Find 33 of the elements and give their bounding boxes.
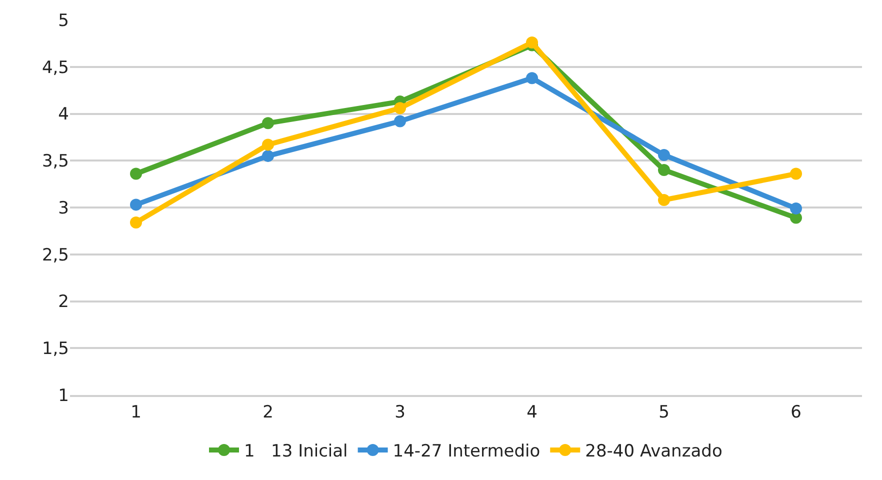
y-tick-label: 2 bbox=[58, 292, 69, 312]
point bbox=[526, 72, 538, 84]
point bbox=[658, 149, 670, 161]
y-tick-label: 4,5 bbox=[42, 58, 69, 78]
point bbox=[130, 168, 142, 180]
x-tick-label: 1 bbox=[130, 402, 142, 422]
y-tick-label: 4 bbox=[58, 104, 69, 125]
y-tick-label: 1 bbox=[58, 386, 69, 406]
point bbox=[526, 36, 538, 48]
point bbox=[130, 216, 142, 228]
x-tick-label: 6 bbox=[790, 402, 802, 422]
x-tick-label: 3 bbox=[394, 402, 406, 422]
x-tick-label: 4 bbox=[526, 402, 538, 422]
y-tick-label: 2,5 bbox=[42, 245, 69, 266]
x-tick-label: 2 bbox=[262, 402, 274, 422]
point bbox=[394, 102, 406, 114]
point bbox=[130, 198, 142, 211]
point bbox=[790, 202, 802, 214]
y-tick-label: 1,5 bbox=[42, 339, 69, 360]
legend-label: 14-27 Intermedio bbox=[392, 442, 540, 462]
legend-label: 1 13 Inicial bbox=[244, 442, 348, 462]
y-tick-label: 3,5 bbox=[42, 152, 69, 172]
point bbox=[262, 150, 274, 162]
point bbox=[394, 115, 406, 128]
point bbox=[262, 138, 274, 151]
y-tick-label: 5 bbox=[58, 10, 69, 31]
point bbox=[262, 117, 274, 130]
point bbox=[790, 168, 802, 180]
x-tick-label: 5 bbox=[658, 402, 670, 422]
legend-label: 28-40 Avanzado bbox=[585, 442, 722, 462]
point bbox=[658, 164, 670, 176]
y-tick-label: 3 bbox=[58, 198, 69, 218]
point bbox=[658, 194, 670, 206]
